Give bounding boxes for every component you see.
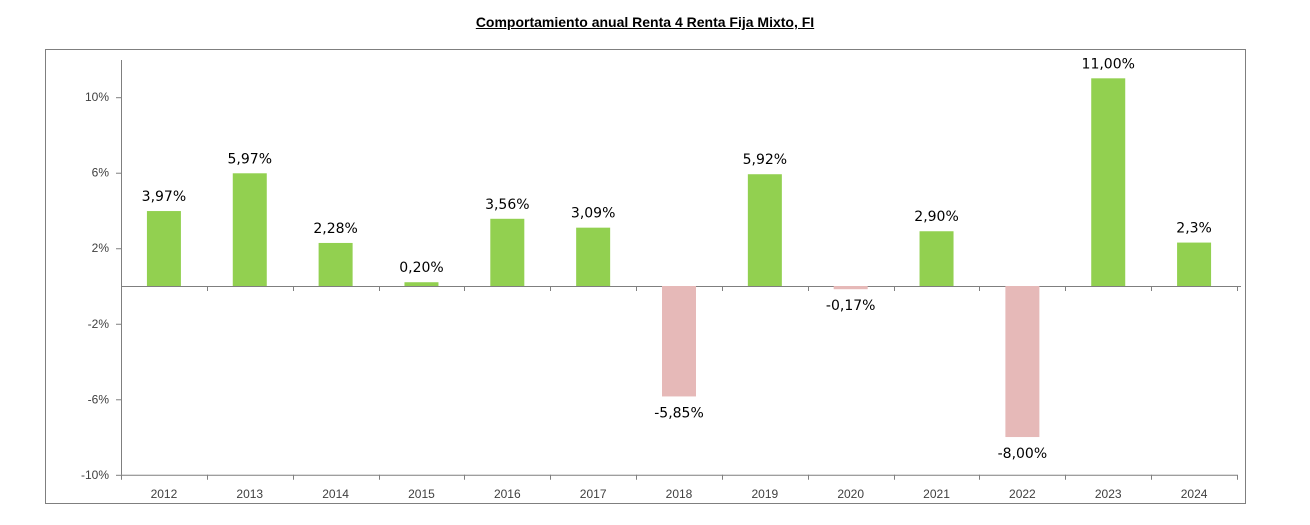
bar-2013	[232, 173, 267, 286]
bar-2021	[919, 231, 954, 286]
bar-2020	[833, 286, 868, 290]
y-tick-label: 10%	[85, 90, 109, 104]
data-label-2017: 3,09%	[571, 206, 615, 222]
bar-2018	[662, 286, 696, 397]
data-label-2021: 2,90%	[914, 209, 958, 225]
data-label-2023: 11,00%	[1082, 56, 1135, 72]
y-tick-label: 2%	[92, 241, 110, 255]
y-tick-label: 6%	[92, 166, 110, 180]
data-label-2012: 3,97%	[142, 189, 186, 205]
data-label-2015: 0,20%	[399, 260, 443, 276]
x-tick-label: 2012	[151, 487, 178, 501]
x-tick-label: 2019	[751, 487, 778, 501]
chart-title: Comportamiento anual Renta 4 Renta Fija …	[475, 14, 815, 30]
data-labels: 3,97% 5,97% 2,28% 0,20% 3,56% 3,09% -5,85% 5,92…	[142, 56, 1212, 462]
bar-2014	[318, 242, 353, 286]
data-label-2024: 2,3%	[1176, 221, 1212, 237]
data-label-2016: 3,56%	[485, 197, 529, 213]
y-tick-label: -2%	[88, 317, 110, 331]
x-tick-label: 2020	[837, 487, 864, 501]
bar-2022	[1005, 286, 1040, 438]
bar-2023	[1091, 78, 1126, 286]
bar-2024	[1177, 242, 1212, 286]
y-tick-label: -6%	[88, 392, 110, 406]
x-tick-label: 2022	[1009, 487, 1036, 501]
bars	[146, 78, 1212, 438]
bar-2012	[146, 211, 181, 286]
data-label-2020: -0,17%	[826, 298, 876, 314]
x-tick-label: 2023	[1095, 487, 1122, 501]
x-tick-label: 2021	[923, 487, 950, 501]
data-label-2019: 5,92%	[743, 152, 787, 168]
data-label-2014: 2,28%	[313, 221, 357, 237]
x-tick-label: 2014	[322, 487, 349, 501]
x-tick-label: 2016	[494, 487, 521, 501]
x-tick-label: 2017	[580, 487, 607, 501]
data-label-2018: -5,85%	[654, 405, 704, 421]
bar-2017	[576, 227, 611, 286]
bar-2016	[490, 218, 525, 286]
data-label-2013: 5,97%	[228, 151, 272, 167]
x-tick-label: 2018	[666, 487, 693, 501]
axes: 10% 6% 2% -2% -6% -10% 2012 2013 2014 2015 2016 201…	[81, 60, 1241, 501]
x-tick-label: 2015	[408, 487, 435, 501]
bar-2019	[747, 174, 782, 286]
bar-2015	[404, 282, 439, 286]
data-label-2022: -8,00%	[998, 446, 1048, 462]
x-tick-label: 2013	[236, 487, 263, 501]
y-tick-label: -10%	[81, 468, 109, 482]
x-tick-label: 2024	[1181, 487, 1208, 501]
chart-frame	[45, 49, 1246, 504]
